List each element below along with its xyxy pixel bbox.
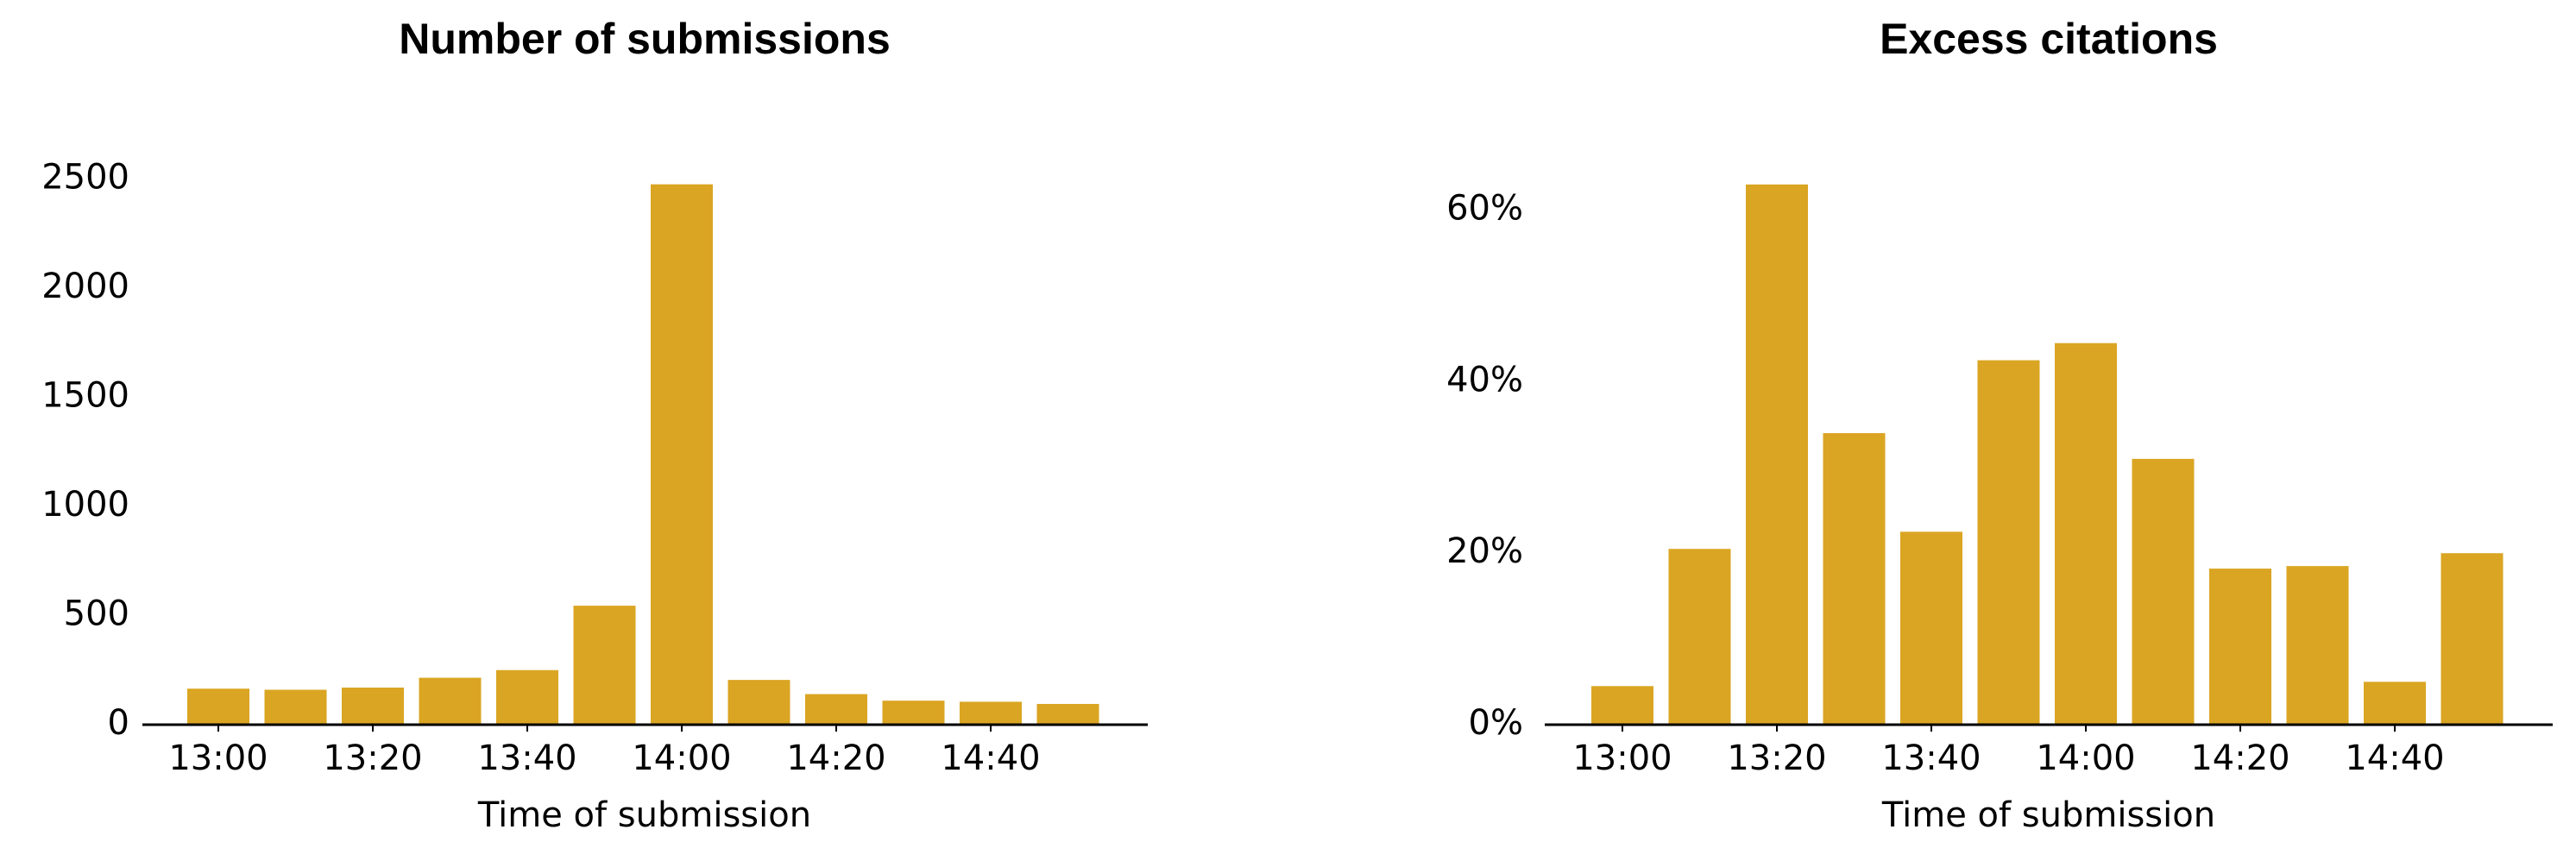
x-tick-label: 14:40 (941, 738, 1040, 778)
bars (1591, 184, 2504, 725)
bar-1330 (1823, 433, 1886, 725)
bar-1340 (1900, 531, 1962, 725)
x-tick-label: 14:20 (2190, 738, 2289, 778)
bar-1330 (419, 677, 482, 725)
y-tick-label: 2000 (41, 267, 129, 306)
bar-1350 (1977, 360, 2040, 725)
bar-1440 (2364, 682, 2426, 725)
bar-1430 (882, 701, 945, 725)
chart-title: Number of submissions (399, 15, 891, 63)
x-tick-label: 14:00 (2036, 738, 2135, 778)
bar-1310 (1668, 549, 1731, 725)
y-tick-label: 1000 (41, 485, 129, 525)
bar-1440 (960, 701, 1022, 725)
y-tick-label: 0 (108, 703, 129, 743)
x-tick-label: 13:20 (1727, 738, 1826, 778)
bar-1410 (727, 680, 790, 725)
bar-1300 (187, 688, 249, 725)
x-tick-label: 14:40 (2345, 738, 2444, 778)
y-tick-label: 0% (1469, 703, 1523, 743)
x-ticks: 13:00 13:20 13:40 14:00 14:20 14:40 (1572, 725, 2445, 778)
x-tick-label: 13:00 (1572, 738, 1672, 778)
submissions-chart: Number of submissions 0 500 1000 1500 2000 25… (41, 15, 1148, 835)
bar-1320 (342, 687, 404, 725)
bar-1400 (651, 184, 713, 725)
x-tick-label: 13:40 (477, 738, 576, 778)
chart-title: Excess citations (1880, 15, 2218, 63)
y-tick-label: 2500 (41, 157, 129, 197)
y-ticks: 0% 20% 40% 60% (1446, 189, 1523, 743)
y-tick-label: 40% (1446, 360, 1523, 399)
bar-1450 (1036, 703, 1099, 725)
x-axis-label: Time of submission (1881, 795, 2215, 835)
bar-1310 (264, 689, 327, 725)
bar-1320 (1746, 184, 1808, 725)
y-tick-label: 20% (1446, 531, 1523, 571)
y-tick-label: 500 (64, 594, 129, 633)
bar-1420 (805, 694, 867, 725)
bar-1430 (2286, 566, 2349, 725)
bar-1400 (2055, 343, 2117, 725)
x-axis-label: Time of submission (477, 795, 811, 835)
y-tick-label: 1500 (41, 375, 129, 415)
x-tick-label: 14:20 (786, 738, 885, 778)
x-tick-label: 13:00 (168, 738, 268, 778)
bar-1450 (2441, 553, 2504, 725)
bar-1340 (496, 669, 558, 725)
y-ticks: 0 500 1000 1500 2000 2500 (41, 157, 129, 743)
bar-1410 (2132, 458, 2195, 725)
excess-citations-chart: Excess citations 0%20%40%60% 13:00 13:20 1… (1446, 15, 2553, 835)
x-ticks: 13:00 13:20 13:40 14:00 14:20 14:40 (168, 725, 1041, 778)
bar-1350 (573, 606, 636, 725)
bar-1300 (1591, 686, 1653, 725)
x-tick-label: 13:40 (1881, 738, 1981, 778)
y-tick-label: 60% (1446, 189, 1523, 229)
x-tick-label: 13:20 (323, 738, 422, 778)
bars (187, 184, 1099, 725)
bar-1420 (2209, 569, 2271, 725)
x-tick-label: 14:00 (632, 738, 731, 778)
